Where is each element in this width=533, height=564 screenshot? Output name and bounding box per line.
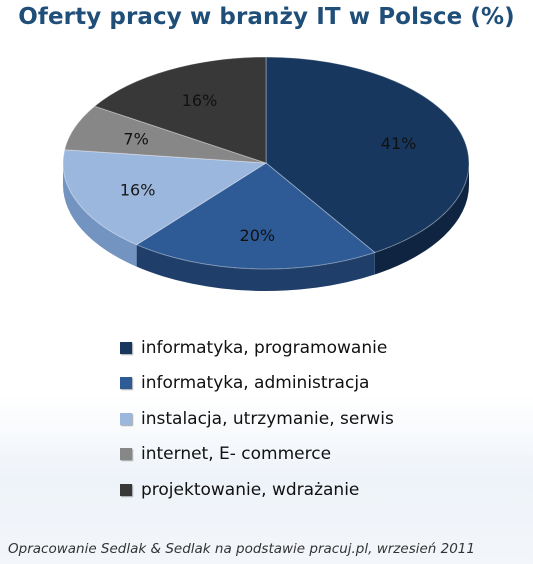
source-note: Opracowanie Sedlak & Sedlak na podstawie… [8,541,475,557]
legend-swatch [120,483,132,496]
legend-label: informatyka, programowanie [141,337,388,358]
pie-sides [63,163,469,291]
legend-item: instalacja, utrzymanie, serwis [120,401,394,437]
pie-data-label-4: 16% [182,91,218,110]
legend-label: instalacja, utrzymanie, serwis [141,408,394,429]
legend-item: internet, E- commerce [120,437,394,473]
chart-title: Oferty pracy w branży IT w Polsce (%) [18,4,515,30]
legend: informatyka, programowanie informatyka, … [120,330,394,508]
pie-data-label-1: 20% [240,226,276,245]
pie-slice-1 [135,162,376,270]
legend-swatch [120,448,132,461]
legend-swatch [120,412,132,425]
legend-swatch [120,341,132,354]
pie-labels: 41% 20% 16% 7% 16% [120,91,416,245]
pie-side-2 [63,163,137,267]
legend-item: projektowanie, wdrażanie [120,472,394,508]
legend-swatch [120,377,132,390]
pie-side-1 [136,244,375,291]
legend-item: informatyka, programowanie [120,330,394,366]
legend-label: projektowanie, wdrażanie [141,479,360,500]
pie-side-0 [374,163,469,275]
pie-data-label-3: 7% [123,130,148,149]
pie-slice-2 [62,149,268,246]
pie-slice-4 [93,56,267,164]
legend-item: informatyka, administracja [120,366,394,402]
pie-data-label-2: 16% [120,181,156,200]
pie-data-label-0: 41% [381,134,417,153]
pie-chart: 41% 20% 16% 7% 16% [62,56,470,291]
pie-slices [62,56,470,270]
legend-label: internet, E- commerce [141,444,332,465]
pie-slice-0 [265,56,470,254]
pie-slice-3 [63,105,267,164]
legend-label: informatyka, administracja [141,373,370,394]
